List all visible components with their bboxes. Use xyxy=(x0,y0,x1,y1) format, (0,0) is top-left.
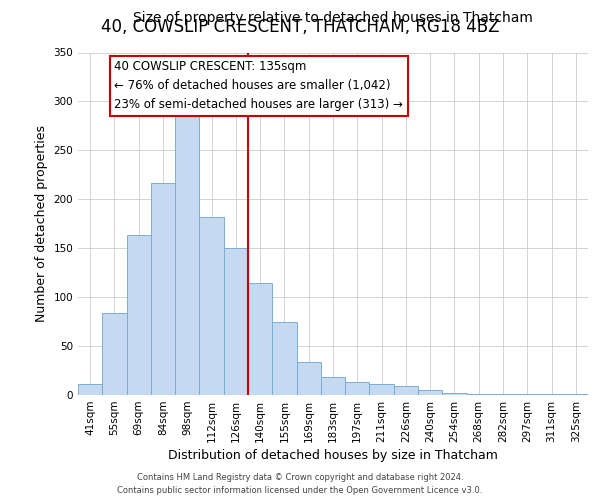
Bar xyxy=(248,284,272,395)
Text: 40, COWSLIP CRESCENT, THATCHAM, RG18 4BZ: 40, COWSLIP CRESCENT, THATCHAM, RG18 4BZ xyxy=(101,18,499,36)
Bar xyxy=(345,382,370,395)
Bar xyxy=(467,394,491,395)
X-axis label: Distribution of detached houses by size in Thatcham: Distribution of detached houses by size … xyxy=(168,449,498,462)
Bar xyxy=(539,394,564,395)
Bar xyxy=(491,394,515,395)
Bar xyxy=(127,234,151,395)
Y-axis label: Number of detached properties: Number of detached properties xyxy=(35,125,48,322)
Text: 40 COWSLIP CRESCENT: 135sqm
← 76% of detached houses are smaller (1,042)
23% of : 40 COWSLIP CRESCENT: 135sqm ← 76% of det… xyxy=(115,60,403,112)
Bar xyxy=(102,313,127,395)
Bar xyxy=(515,394,539,395)
Title: Size of property relative to detached houses in Thatcham: Size of property relative to detached ho… xyxy=(133,11,533,25)
Bar xyxy=(151,182,175,395)
Text: Contains HM Land Registry data © Crown copyright and database right 2024.
Contai: Contains HM Land Registry data © Crown c… xyxy=(118,474,482,495)
Bar xyxy=(418,390,442,395)
Bar xyxy=(199,217,224,395)
Bar xyxy=(394,386,418,395)
Bar xyxy=(321,378,345,395)
Bar xyxy=(175,114,199,395)
Bar xyxy=(78,384,102,395)
Bar xyxy=(296,362,321,395)
Bar xyxy=(224,248,248,395)
Bar xyxy=(442,393,467,395)
Bar xyxy=(370,384,394,395)
Bar xyxy=(272,322,296,395)
Bar xyxy=(564,394,588,395)
